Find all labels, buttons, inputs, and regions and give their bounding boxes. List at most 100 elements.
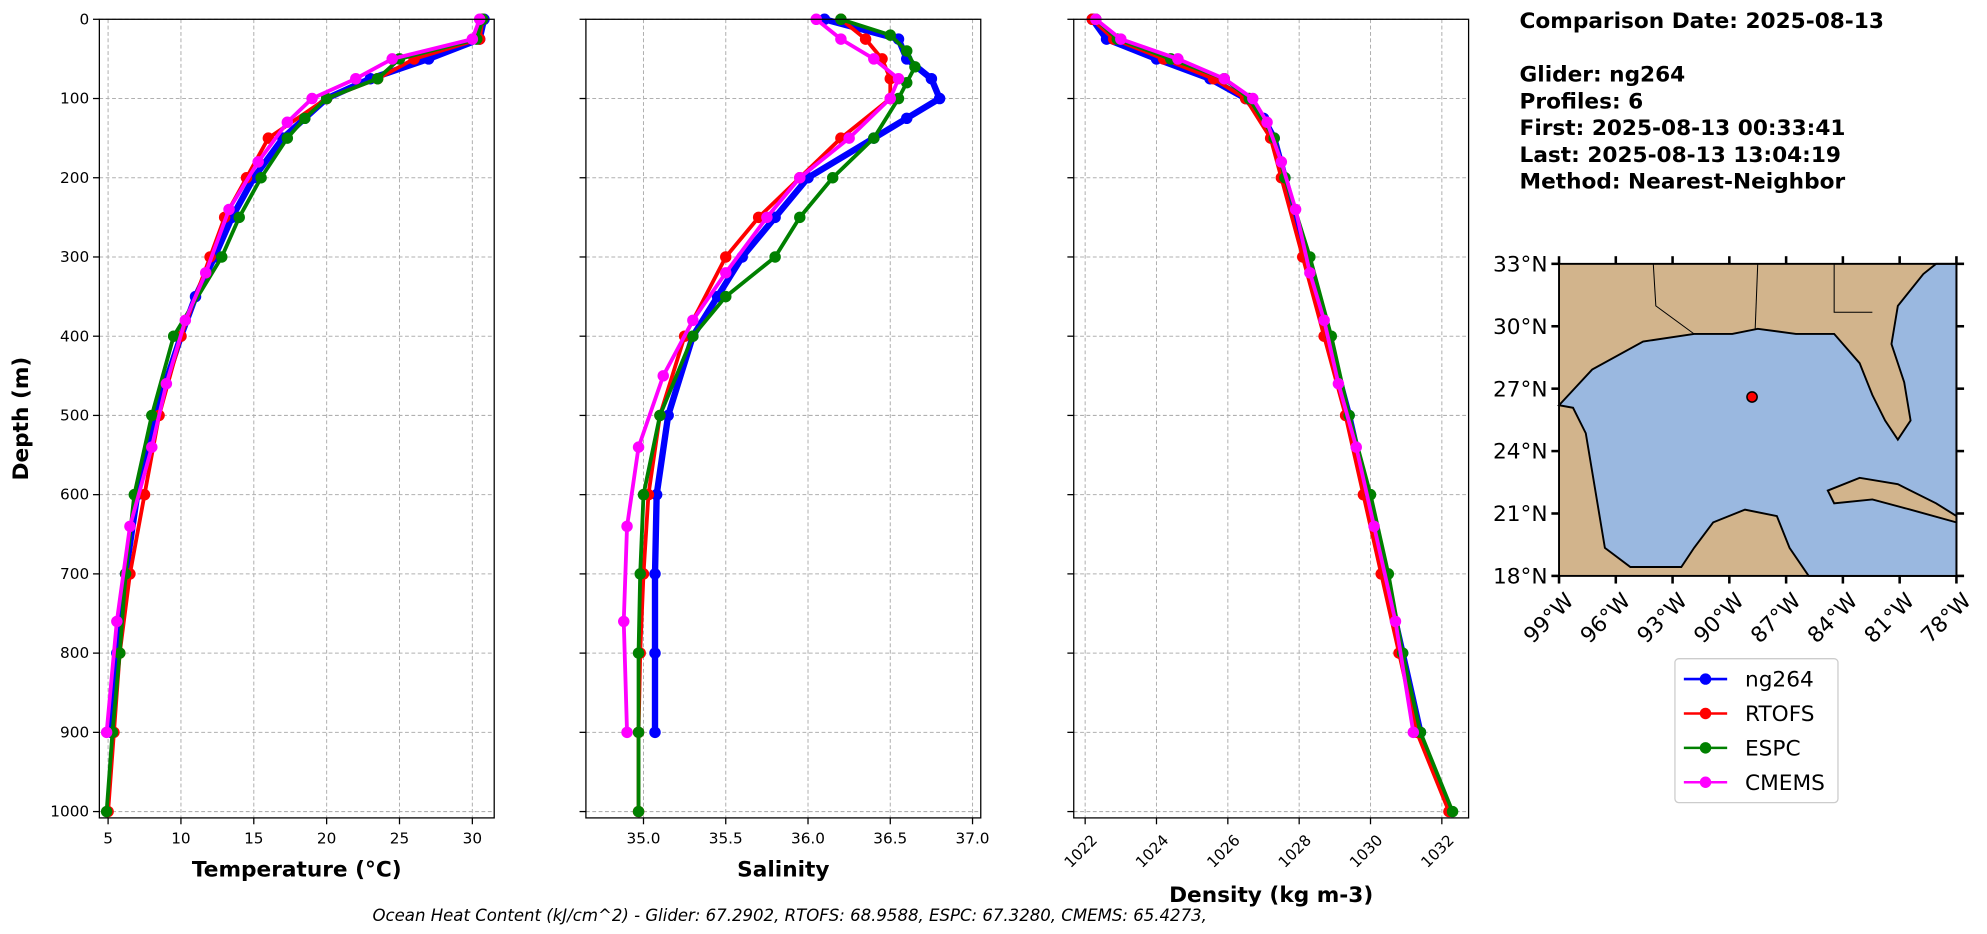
info-line: First: 2025-08-13 00:33:41	[1520, 116, 1846, 141]
x-tick-label: 10	[171, 829, 190, 847]
x-tick-label: 1022	[1061, 831, 1101, 871]
lon-tick-label: 90°W	[1689, 589, 1749, 649]
profile-point	[199, 267, 212, 279]
footer: Ocean Heat Content (kJ/cm^2) - Glider: 6…	[373, 906, 1207, 925]
lon-tick-label: 93°W	[1633, 589, 1693, 649]
profile-point	[925, 72, 938, 85]
profile-point	[621, 520, 633, 533]
profile-point	[179, 314, 192, 327]
profile-point	[281, 116, 294, 129]
lon-tick-label: 81°W	[1860, 589, 1920, 649]
profile-point	[687, 314, 699, 327]
profile-point	[255, 172, 267, 184]
profile-point	[320, 92, 333, 105]
profile-point	[662, 409, 674, 422]
profile-point	[252, 156, 264, 168]
profile-point	[835, 33, 847, 45]
profile-point	[100, 805, 113, 818]
profile-point	[1318, 314, 1330, 327]
y-tick-label: 700	[60, 565, 89, 583]
profile-point	[892, 92, 905, 105]
profile-point	[1261, 116, 1273, 129]
profile-point	[146, 409, 158, 422]
x-axis-label: Temperature (°C)	[192, 858, 402, 883]
profile-point	[657, 370, 669, 382]
profile-point	[859, 33, 872, 45]
profile-point	[1332, 378, 1345, 390]
profile-point	[637, 488, 650, 501]
profile-point	[769, 251, 781, 263]
profile-point	[350, 72, 362, 85]
profile-point	[649, 568, 661, 580]
border	[1833, 263, 1873, 313]
info-line: Method: Nearest-Neighbor	[1520, 170, 1846, 195]
profile-line	[1089, 17, 1424, 734]
profile-point	[466, 33, 479, 45]
profile-point	[720, 267, 732, 279]
profile-point	[1247, 92, 1259, 105]
profile-point	[649, 726, 661, 739]
profile-point	[632, 726, 645, 739]
profile-point	[720, 251, 732, 263]
y-tick-label: 1000	[50, 803, 89, 821]
profile-point	[650, 488, 663, 501]
profile-point	[146, 441, 158, 453]
profile-point	[371, 72, 384, 85]
lon-tick-label: 78°W	[1917, 589, 1977, 649]
profile-point	[892, 72, 905, 85]
y-tick-label: 600	[60, 486, 89, 504]
profile-point	[100, 726, 113, 739]
profile-point	[843, 132, 855, 144]
profile-point	[752, 211, 765, 224]
x-tick-label: 5	[103, 829, 113, 847]
profile-point	[1115, 33, 1127, 45]
profile-point	[794, 211, 806, 224]
profile-point	[281, 132, 294, 144]
y-tick-label: 200	[60, 169, 89, 187]
legend-marker	[1699, 673, 1712, 685]
profile-point	[1407, 726, 1420, 739]
lat-tick-label: 30°N	[1493, 315, 1548, 340]
profile-point	[167, 330, 180, 342]
profile-point	[900, 112, 913, 125]
x-tick-label: 15	[244, 829, 263, 847]
y-tick-label: 800	[60, 644, 89, 662]
profile-point	[649, 647, 661, 659]
profile-point	[1350, 441, 1362, 453]
info-line: Glider: ng264	[1520, 63, 1686, 88]
y-tick-label: 900	[60, 723, 89, 741]
x-tick-label: 37.0	[956, 829, 990, 847]
x-tick-label: 30	[463, 829, 482, 847]
profile-point	[1368, 520, 1380, 533]
x-tick-label: 35.5	[709, 829, 743, 847]
profile-point	[160, 378, 173, 390]
profile-point	[909, 61, 921, 73]
profile-point	[769, 211, 781, 224]
x-tick-label: 1024	[1132, 831, 1172, 871]
x-tick-label: 35.0	[626, 829, 660, 847]
profile-point	[634, 568, 646, 580]
profile-point	[621, 726, 633, 739]
profile-point	[884, 29, 897, 41]
profile-point	[826, 172, 839, 184]
lon-tick-label: 99°W	[1519, 589, 1579, 649]
lat-tick-label: 18°N	[1493, 565, 1548, 590]
y-tick-label: 500	[60, 407, 89, 425]
profile-line	[1094, 17, 1416, 733]
x-tick-label: 1026	[1203, 831, 1243, 871]
profile-point	[711, 290, 724, 303]
profile-point	[386, 53, 398, 65]
profile-point	[618, 615, 630, 628]
axes-frame	[98, 18, 495, 819]
profile-point	[720, 290, 732, 303]
map-frame	[1558, 262, 1958, 577]
lon-tick-label: 84°W	[1803, 589, 1863, 649]
profile-point	[1389, 615, 1402, 628]
legend-marker	[1699, 776, 1712, 788]
map	[1557, 262, 1958, 577]
x-axis-label: Density (kg m-3)	[1169, 883, 1373, 908]
profile-point	[306, 92, 318, 105]
legend-marker	[1699, 707, 1712, 720]
profile-point	[884, 92, 897, 105]
